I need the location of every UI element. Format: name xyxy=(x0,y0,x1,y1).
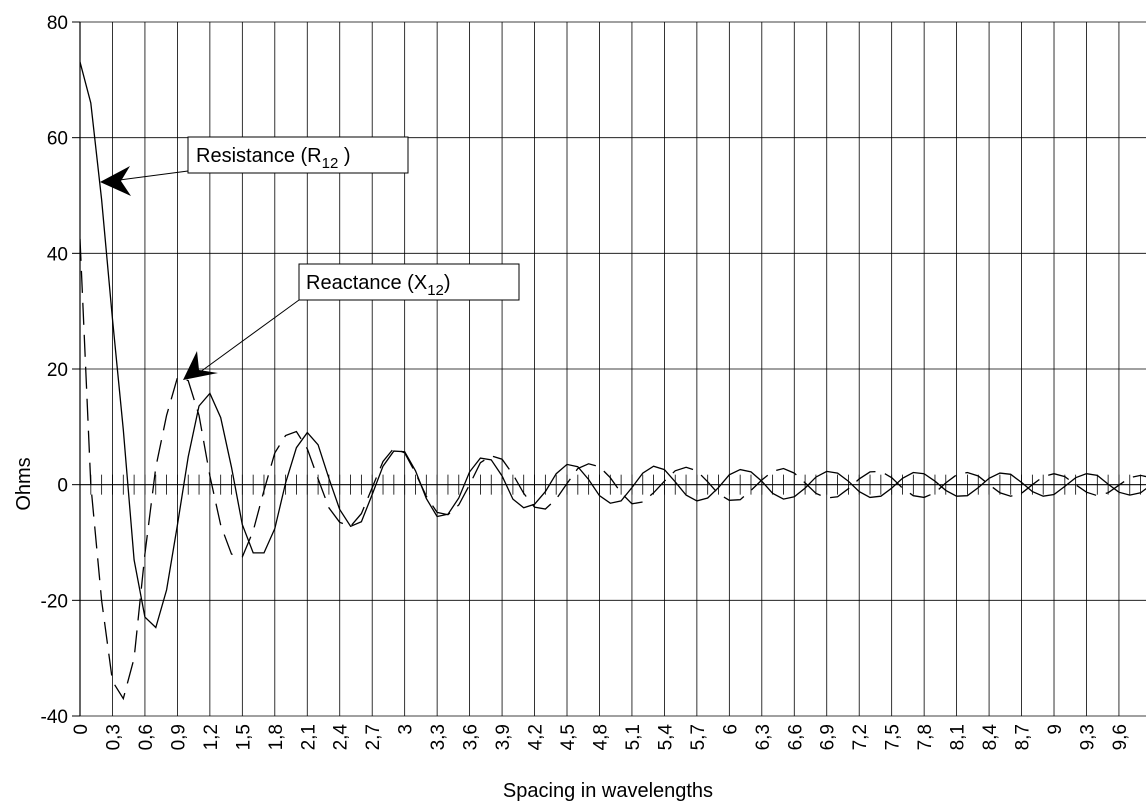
annotation-resistance-arrow-line xyxy=(111,170,189,182)
y-tick-label: 80 xyxy=(47,13,68,34)
annotation-resistance-text: Resistance (R12 ) xyxy=(196,145,351,172)
x-tick-label: 0,9 xyxy=(168,724,189,750)
annotation-reactance-text: Reactance (X12) xyxy=(306,272,451,299)
x-tick-label: 6,3 xyxy=(753,724,774,750)
x-tick-label: 3 xyxy=(396,724,417,735)
x-tick-label: 8,1 xyxy=(948,724,969,750)
y-tick-label: 60 xyxy=(47,129,68,150)
x-tick-label: 1,2 xyxy=(201,724,222,750)
x-tick-label: 7,5 xyxy=(883,724,904,750)
y-tick-label: -40 xyxy=(41,707,68,728)
annotation-reactance-arrowhead xyxy=(183,351,218,380)
x-axis-title: Spacing in wavelengths xyxy=(503,780,713,802)
x-tick-label: 0,6 xyxy=(136,724,157,750)
annotation-reactance-arrow-line xyxy=(195,299,300,376)
x-axis-ticks: 0 0,3 0,6 0,9 1,2 1,5 1,8 2,1 2,4 2,7 3 3,3 3,6 3,9 4,… xyxy=(71,724,1131,751)
series-reactance-line xyxy=(80,238,1146,701)
y-tick-label: 20 xyxy=(47,360,68,381)
x-tick-label: 9,3 xyxy=(1077,724,1098,750)
x-tick-label: 7,8 xyxy=(915,724,936,750)
y-tick-label: 0 xyxy=(57,476,68,497)
x-tick-label: 6,9 xyxy=(818,724,839,750)
x-tick-label: 4,8 xyxy=(590,724,611,750)
x-tick-label: 8,4 xyxy=(980,724,1001,751)
x-tick-label: 1,5 xyxy=(233,724,254,750)
x-tick-label: 4,2 xyxy=(526,724,547,750)
x-tick-label: 5,4 xyxy=(655,724,676,751)
x-tick-label: 3,6 xyxy=(461,724,482,750)
y-axis-ticks: -40 -20 0 20 40 60 80 xyxy=(41,13,80,728)
y-tick-label: 40 xyxy=(47,244,68,265)
x-tick-label: 3,3 xyxy=(428,724,449,750)
y-tick-label: -20 xyxy=(41,591,68,612)
x-tick-label: 9,6 xyxy=(1110,724,1131,750)
y-axis-title: Ohms xyxy=(13,457,35,510)
grid xyxy=(79,21,1146,717)
x-tick-label: 8,7 xyxy=(1013,724,1034,750)
x-tick-label: 2,4 xyxy=(331,724,352,751)
annotation-resistance: Resistance (R12 ) xyxy=(100,136,409,196)
annotation-resistance-arrowhead xyxy=(100,166,131,196)
annotation-reactance: Reactance (X12) xyxy=(183,263,520,380)
annotation-resistance-box xyxy=(187,136,409,174)
x-tick-label: 0 xyxy=(71,724,92,735)
annotation-reactance-box xyxy=(298,263,520,301)
x-tick-label: 9 xyxy=(1045,724,1066,735)
series-resistance-line xyxy=(80,61,1146,629)
x-tick-label: 6,6 xyxy=(785,724,806,750)
x-tick-label: 3,9 xyxy=(493,724,514,750)
x-tick-label: 6 xyxy=(720,724,741,735)
x-tick-label: 7,2 xyxy=(850,724,871,750)
x-tick-label: 1,8 xyxy=(266,724,287,750)
x-tick-label: 5,1 xyxy=(623,724,644,750)
x-tick-label: 2,7 xyxy=(363,724,384,750)
x-tick-label: 5,7 xyxy=(688,724,709,750)
zero-line-ticks xyxy=(79,474,1146,495)
x-tick-label: 0,3 xyxy=(103,724,124,750)
x-tick-label: 4,5 xyxy=(558,724,579,750)
x-tick-label: 2,1 xyxy=(298,724,319,750)
